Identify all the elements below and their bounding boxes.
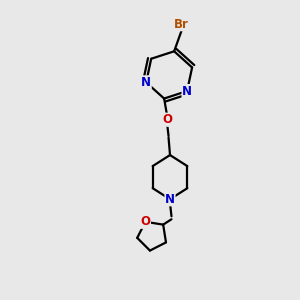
Text: N: N [182,85,192,98]
Text: Br: Br [174,18,189,31]
Text: O: O [140,215,150,228]
Text: N: N [165,193,175,206]
Text: O: O [162,113,172,126]
Text: N: N [141,76,151,89]
